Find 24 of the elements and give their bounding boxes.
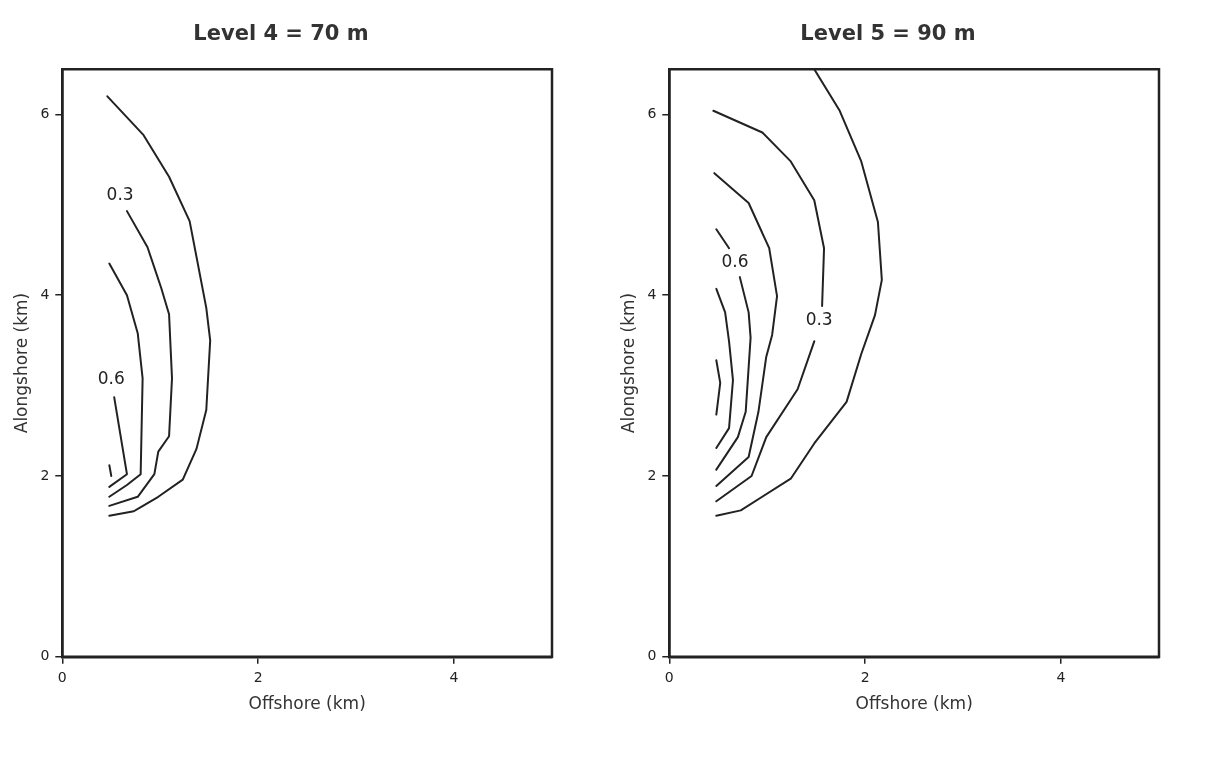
x-axis-title: Offshore (km) — [248, 693, 366, 714]
x-tick-label: 0 — [664, 668, 674, 685]
annotation: 0.3 — [106, 184, 134, 205]
y-tick-label: 6 — [647, 105, 657, 122]
chart-title: Level 5 = 90 m — [800, 21, 976, 46]
x-axis-title: Offshore (km) — [855, 693, 973, 714]
annotation: 0.6 — [97, 367, 125, 388]
y-tick-label: 4 — [40, 285, 50, 302]
y-axis-title: Alongshore (km) — [617, 292, 638, 434]
y-tick-label: 6 — [40, 105, 50, 122]
x-tick-label: 4 — [1056, 668, 1066, 685]
y-tick-label: 0 — [647, 647, 657, 664]
chart-title: Level 4 = 70 m — [193, 21, 369, 46]
x-tick-label: 0 — [57, 668, 67, 685]
y-tick-label: 0 — [40, 647, 50, 664]
x-tick-label: 4 — [449, 668, 459, 685]
y-axis-title: Alongshore (km) — [10, 292, 31, 434]
annotation: 0.6 — [721, 251, 749, 272]
y-tick-label: 4 — [647, 285, 657, 302]
annotation: 0.3 — [805, 308, 833, 329]
y-tick-label: 2 — [40, 466, 50, 483]
x-tick-label: 2 — [253, 668, 263, 685]
y-tick-label: 2 — [647, 466, 657, 483]
x-tick-label: 2 — [860, 668, 870, 685]
